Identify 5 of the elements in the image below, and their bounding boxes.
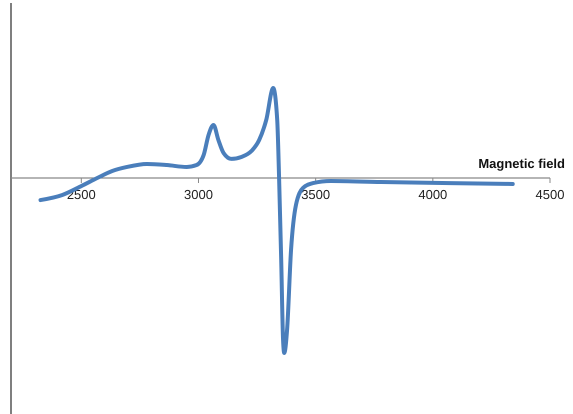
x-tick-label: 3000 xyxy=(184,187,213,202)
x-axis-title: Magnetic field xyxy=(478,156,566,171)
x-tick-label: 3500 xyxy=(301,187,330,202)
x-tick-label: 4500 xyxy=(536,187,564,202)
x-tick-label: 4000 xyxy=(418,187,448,202)
